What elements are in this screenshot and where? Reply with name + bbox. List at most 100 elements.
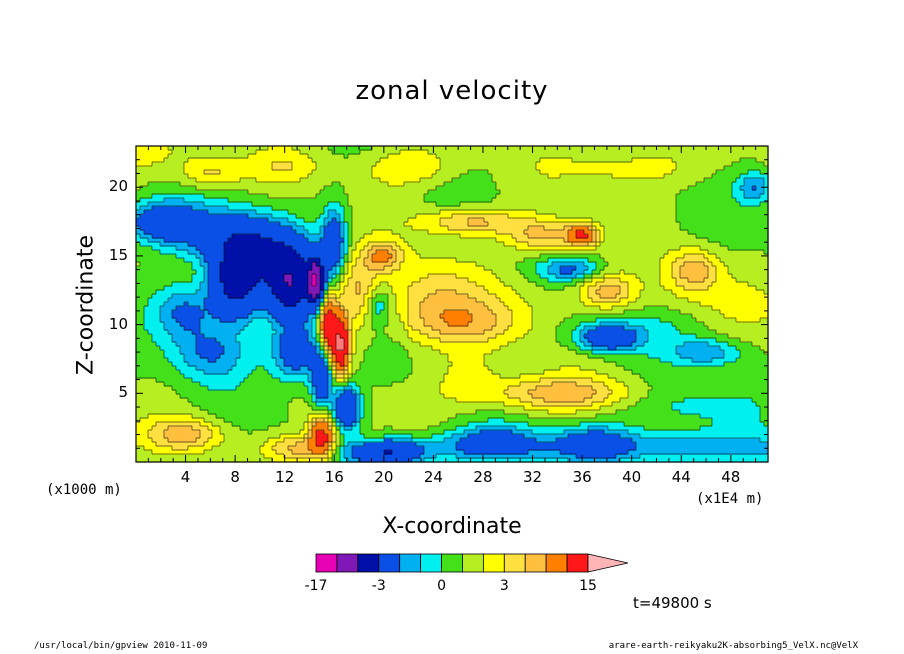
field-cell bbox=[428, 442, 433, 447]
field-cell bbox=[192, 382, 197, 387]
field-cell bbox=[412, 350, 417, 355]
field-cell bbox=[524, 354, 529, 359]
field-cell bbox=[388, 454, 393, 459]
field-cell bbox=[596, 366, 601, 371]
field-cell bbox=[280, 410, 285, 415]
field-cell bbox=[336, 450, 341, 455]
field-cell bbox=[564, 370, 569, 375]
field-cell bbox=[352, 406, 357, 411]
field-cell bbox=[728, 386, 733, 391]
field-cell bbox=[392, 378, 397, 383]
field-cell bbox=[200, 438, 205, 443]
field-cell bbox=[640, 390, 645, 395]
field-cell bbox=[348, 454, 353, 459]
field-cell bbox=[596, 458, 601, 463]
field-cell bbox=[248, 398, 253, 403]
field-cell bbox=[340, 434, 345, 439]
field-cell bbox=[708, 398, 713, 403]
field-cell bbox=[220, 366, 225, 371]
field-cell bbox=[596, 426, 601, 431]
field-cell bbox=[140, 362, 145, 367]
field-cell bbox=[340, 374, 345, 379]
field-cell bbox=[684, 402, 689, 407]
field-cell bbox=[368, 334, 373, 339]
field-cell bbox=[588, 394, 593, 399]
field-cell bbox=[360, 398, 365, 403]
field-cell bbox=[344, 418, 349, 423]
field-cell bbox=[180, 450, 185, 455]
field-cell bbox=[156, 442, 161, 447]
field-cell bbox=[328, 430, 333, 435]
field-cell bbox=[176, 458, 181, 463]
field-cell bbox=[268, 418, 273, 423]
field-cell bbox=[692, 394, 697, 399]
field-cell bbox=[492, 358, 497, 363]
field-cell bbox=[644, 438, 649, 443]
field-cell bbox=[240, 430, 245, 435]
field-cell bbox=[368, 358, 373, 363]
field-cell bbox=[172, 398, 177, 403]
field-cell bbox=[632, 426, 637, 431]
field-cell bbox=[640, 450, 645, 455]
field-cell bbox=[204, 398, 209, 403]
field-cell bbox=[480, 450, 485, 455]
field-cell bbox=[628, 394, 633, 399]
field-cell bbox=[260, 334, 265, 339]
field-cell bbox=[240, 450, 245, 455]
field-cell bbox=[728, 458, 733, 463]
field-cell bbox=[536, 362, 541, 367]
field-cell bbox=[232, 450, 237, 455]
field-cell bbox=[532, 406, 537, 411]
field-cell bbox=[648, 338, 653, 343]
field-cell bbox=[356, 418, 361, 423]
field-cell bbox=[684, 386, 689, 391]
field-cell bbox=[604, 434, 609, 439]
field-cell bbox=[264, 422, 269, 427]
field-cell bbox=[720, 402, 725, 407]
field-cell bbox=[460, 458, 465, 463]
field-cell bbox=[676, 382, 681, 387]
field-cell bbox=[516, 418, 521, 423]
field-cell bbox=[200, 350, 205, 355]
field-cell bbox=[600, 362, 605, 367]
field-cell bbox=[552, 374, 557, 379]
field-cell bbox=[296, 402, 301, 407]
field-cell bbox=[136, 390, 141, 395]
field-cell bbox=[624, 398, 629, 403]
field-cell bbox=[476, 334, 481, 339]
field-cell bbox=[548, 366, 553, 371]
field-cell bbox=[216, 406, 221, 411]
field-cell bbox=[736, 454, 741, 459]
field-cell bbox=[160, 458, 165, 463]
field-cell bbox=[324, 342, 329, 347]
field-cell bbox=[280, 346, 285, 351]
field-cell bbox=[356, 338, 361, 343]
field-cell bbox=[708, 374, 713, 379]
field-cell bbox=[700, 418, 705, 423]
field-cell bbox=[148, 434, 153, 439]
field-cell bbox=[764, 458, 769, 463]
field-cell bbox=[664, 382, 669, 387]
field-cell bbox=[244, 442, 249, 447]
field-cell bbox=[580, 354, 585, 359]
field-cell bbox=[276, 362, 281, 367]
field-cell bbox=[668, 358, 673, 363]
field-cell bbox=[320, 422, 325, 427]
field-cell bbox=[556, 418, 561, 423]
field-cell bbox=[268, 450, 273, 455]
field-cell bbox=[508, 374, 513, 379]
field-cell bbox=[728, 398, 733, 403]
field-cell bbox=[708, 366, 713, 371]
field-cell bbox=[424, 410, 429, 415]
field-cell bbox=[352, 334, 357, 339]
field-cell bbox=[664, 386, 669, 391]
field-cell bbox=[688, 430, 693, 435]
field-cell bbox=[472, 426, 477, 431]
field-cell bbox=[268, 342, 273, 347]
field-cell bbox=[140, 390, 145, 395]
field-cell bbox=[504, 382, 509, 387]
field-cell bbox=[268, 354, 273, 359]
field-cell bbox=[156, 334, 161, 339]
field-cell bbox=[484, 338, 489, 343]
field-cell bbox=[508, 394, 513, 399]
